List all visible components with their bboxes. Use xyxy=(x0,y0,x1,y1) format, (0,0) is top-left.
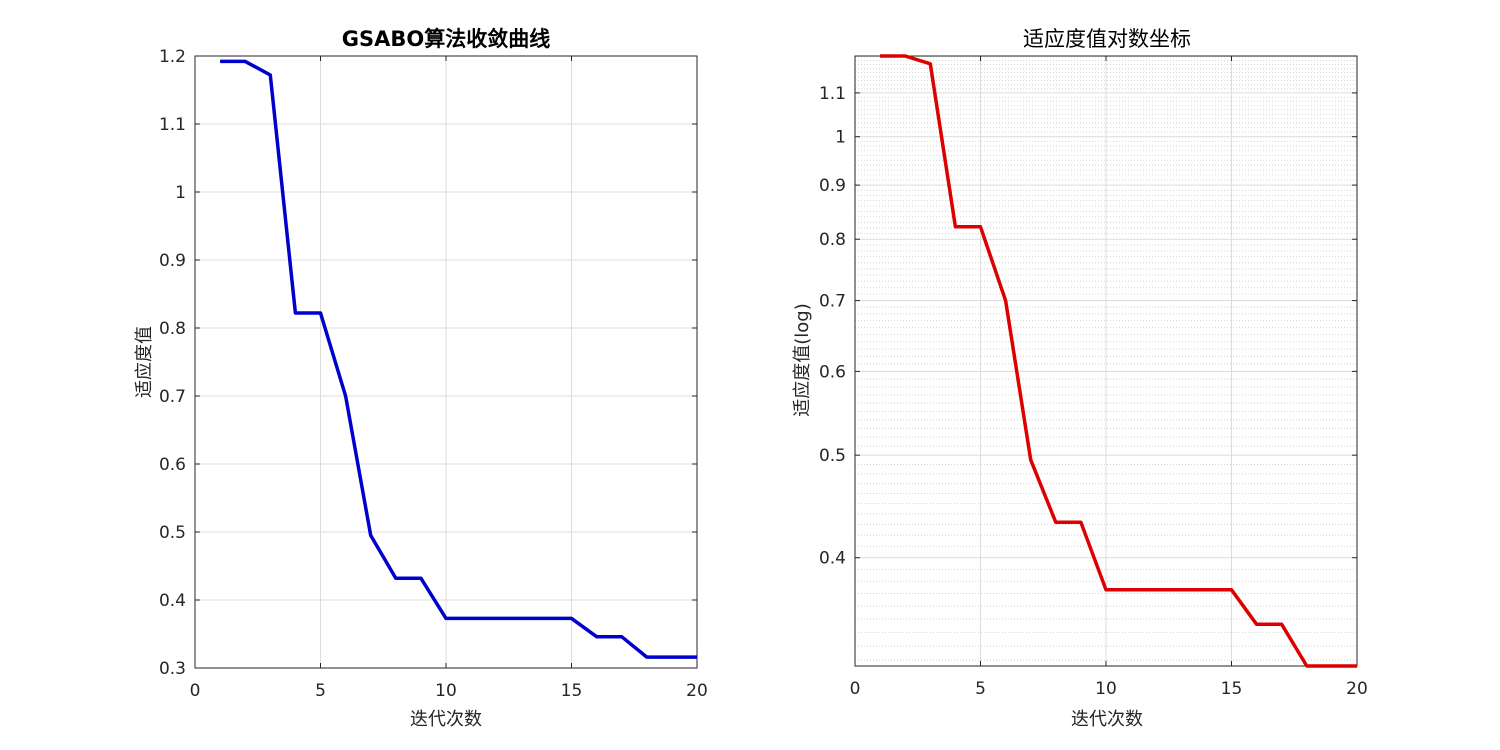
y-axis-label: 适应度值(log) xyxy=(792,303,813,416)
y-tick-label: 0.9 xyxy=(819,176,846,196)
y-tick-label: 1 xyxy=(835,128,846,148)
x-tick-label: 20 xyxy=(1346,679,1368,699)
chart-title: 适应度值对数坐标 xyxy=(1023,27,1191,51)
y-tick-label: 0.8 xyxy=(819,230,846,250)
y-tick-label: 0.9 xyxy=(159,251,186,271)
x-tick-label: 0 xyxy=(850,679,861,699)
series-line xyxy=(220,59,697,659)
chart-log-scale: 适应度值对数坐标 迭代次数 适应度值(log) 0 5 10 15 20 0.4 0.5 0.… xyxy=(792,27,1368,730)
y-tick-label: 0.7 xyxy=(159,387,186,407)
x-tick-label: 10 xyxy=(435,681,457,701)
y-tick-label: 1 xyxy=(175,183,186,203)
y-tick-label: 0.8 xyxy=(159,319,186,339)
series-line xyxy=(880,54,1357,668)
y-tick-label: 1.1 xyxy=(819,84,846,104)
x-axis-label: 迭代次数 xyxy=(410,709,482,730)
y-tick-label: 1.2 xyxy=(159,47,186,67)
chart-title: GSABO算法收敛曲线 xyxy=(342,27,550,51)
x-tick-label: 20 xyxy=(686,681,708,701)
chart-convergence: GSABO算法收敛曲线 迭代次数 适应度值 0 5 10 15 20 0.3 0.4 0.5 0… xyxy=(134,27,708,730)
x-tick-label: 15 xyxy=(1221,679,1243,699)
x-tick-label: 0 xyxy=(190,681,201,701)
y-tick-label: 1.1 xyxy=(159,115,186,135)
x-tick-label: 5 xyxy=(975,679,986,699)
y-tick-label: 0.6 xyxy=(819,362,846,382)
y-tick-label: 0.3 xyxy=(159,659,186,679)
y-tick-label: 0.4 xyxy=(159,591,186,611)
x-axis-label: 迭代次数 xyxy=(1071,709,1143,730)
y-tick-label: 0.6 xyxy=(159,455,186,475)
x-tick-label: 15 xyxy=(561,681,583,701)
y-axis-label: 适应度值 xyxy=(134,326,155,398)
y-tick-label: 0.7 xyxy=(819,292,846,312)
y-tick-label: 0.5 xyxy=(159,523,186,543)
y-tick-label: 0.5 xyxy=(819,446,846,466)
x-tick-label: 10 xyxy=(1095,679,1117,699)
x-tick-label: 5 xyxy=(315,681,326,701)
y-tick-label: 0.4 xyxy=(819,549,846,569)
